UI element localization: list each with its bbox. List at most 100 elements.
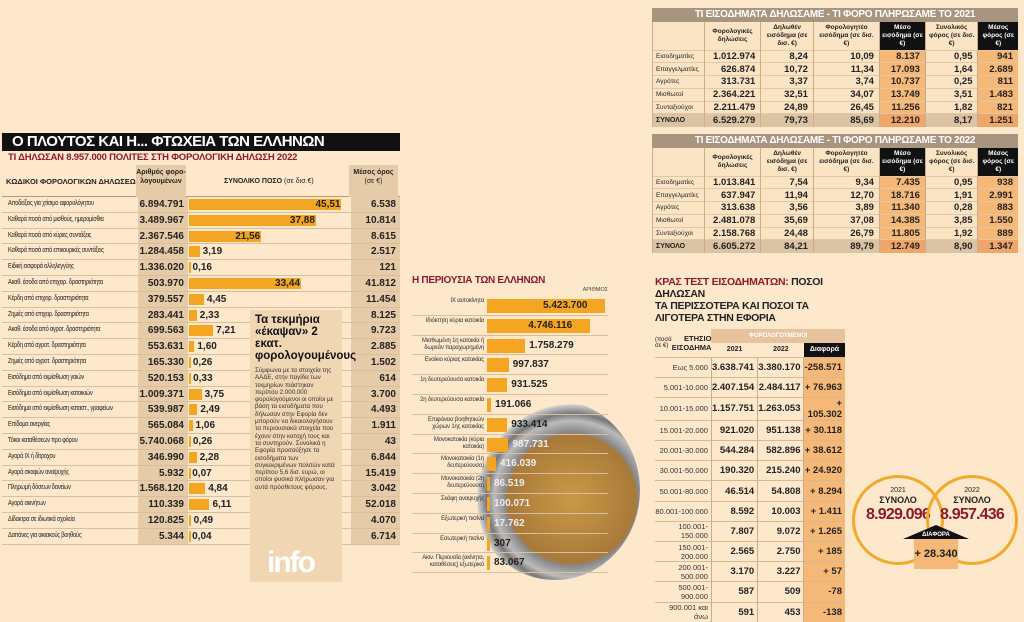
- tax-cell: 8.137: [878, 49, 926, 63]
- tax-col-header: [652, 22, 705, 50]
- tax-cell: 12.749: [878, 239, 926, 253]
- tax-cell: 2.364.221: [703, 87, 761, 102]
- row-total: 7,21: [216, 325, 236, 337]
- tax-cell: 6.605.272: [703, 239, 761, 253]
- crash-2022: 2.484.117: [757, 376, 804, 398]
- row-count: 5.740.068: [138, 433, 188, 449]
- row-avg: 4.070: [351, 512, 400, 528]
- main-title: Ο ΠΛΟΥΤΟΣ ΚΑΙ Η... ΦΤΩΧΕΙΑ ΤΩΝ ΕΛΛΗΝΩΝ: [2, 133, 400, 151]
- row-count: 520.153: [138, 370, 188, 386]
- crash-diff: + 1.411: [803, 500, 845, 522]
- crash-income: 10.001-15.000: [655, 396, 712, 421]
- tax-cell: 24,48: [760, 226, 814, 240]
- table-row: Αποδείξεις για χτίσιμο αφορολόγητου 6.894…: [2, 197, 400, 213]
- property-row: 1η δευτερεύουσα κατοικία 931.525: [412, 375, 608, 395]
- table-row: Καθαρά ποσά από επικουρικές συντάξεις 1.2…: [2, 244, 400, 261]
- row-avg: 9.723: [351, 323, 400, 339]
- row-total: 2,49: [200, 404, 220, 416]
- sidebar-article: Τα τεκμήρια «έκαψαν» 2 εκατ. φορολογουμέ…: [250, 310, 356, 582]
- row-label: Ζημιές από επιχειρ. δραστηριότητα: [8, 310, 89, 318]
- tax-cell: 37,08: [812, 213, 880, 228]
- tax-row: ΣΥΝΟΛΟ 6.605.272 84,21 89,79 12.749 8,90 1.347: [652, 239, 1018, 253]
- tax-cell: Μισθωτοί: [652, 213, 705, 228]
- crash-income: 50.001-80.000: [655, 480, 712, 502]
- tax-cell: 1.347: [977, 239, 1018, 253]
- crash-2022: 951.138: [757, 419, 804, 441]
- row-label: Τόκοι καταθέσεων προ φόρου: [8, 436, 78, 444]
- header-avg: Μέσος όρος (σε €): [349, 165, 398, 197]
- property-value: 307: [494, 537, 511, 549]
- crash-2021: 587: [710, 581, 758, 603]
- tax-table-2021-title: ΤΙ ΕΙΣΟΔΗΜΑΤΑ ΔΗΛΩΣΑΜΕ - ΤΙ ΦΟΡΟ ΠΛΗΡΩΣΑ…: [652, 8, 1018, 22]
- row-count: 120.825: [138, 512, 188, 528]
- tax-cell: 11.340: [878, 201, 926, 215]
- subtitle: ΤΙ ΔΗΛΩΣΑΝ 8.957.000 ΠΟΛΙΤΕΣ ΣΤΗ ΦΟΡΟΛΟΓ…: [8, 152, 298, 163]
- property-row: Ενοίκιο κύριας κατοικίας 997.837: [412, 355, 608, 376]
- tax-cell: 883: [977, 201, 1018, 215]
- tax-col-header: Φορολογικές δηλώσεις: [703, 148, 761, 176]
- tax-cell: 1.012.974: [703, 49, 761, 63]
- row-bar: [189, 530, 191, 542]
- tax-cell: 18.716: [878, 188, 926, 202]
- crash-2021: 1.157.751: [710, 396, 758, 421]
- tax-cell: 941: [977, 49, 1018, 63]
- table-header: ΚΩΔΙΚΟΙ ΦΟΡΟΛΟΓΙΚΩΝ ΔΗΛΩΣΕΩΝ Αριθμός φορ…: [2, 165, 400, 197]
- tax-row: Μισθωτοί 2.364.221 32,51 34,07 13.749 3,51 1.4…: [652, 87, 1018, 102]
- tax-cell: 34,07: [812, 87, 880, 102]
- row-count: 110.339: [138, 497, 188, 512]
- crash-row: 30.001-50.000 190.320 215.240 + 24.920: [655, 460, 845, 481]
- table-row: Δαπάνες για οικιακούς βοηθούς 5.344 0,04 6.…: [2, 528, 400, 545]
- crash-row: 80.001-100.000 8.592 10.003 + 1.411: [655, 500, 845, 522]
- row-total: 2,28: [199, 451, 220, 463]
- row-bar: [189, 420, 193, 432]
- property-row: Ακιν. Περιουσία (ακίνητα, καταθέσεις) εξ…: [412, 553, 608, 574]
- row-count: 5.344: [138, 528, 188, 544]
- crash-row: 20.001-30.000 544.284 582.896 + 38.612: [655, 440, 845, 461]
- tax-cell: 0,95: [924, 49, 978, 63]
- property-row: Επιφάνεια βοηθητικών χώρων 1ης κατοικίας…: [412, 415, 608, 435]
- row-avg: 6.844: [351, 449, 400, 465]
- row-bar: [189, 309, 197, 321]
- tax-cell: 85,69: [812, 113, 880, 127]
- property-bars: ΙΧ αυτοκίνητα 5.423.700 Ιδιόκτητη κύρια κα…: [412, 296, 608, 574]
- circle-2021-year: 2021: [890, 487, 906, 494]
- property-bar: [487, 477, 490, 492]
- row-bar: [189, 514, 191, 526]
- crash-row: 50.001-80.000 46.514 54.808 + 8.294: [655, 480, 845, 502]
- tax-cell: Επαγγελματίες: [652, 62, 705, 76]
- property-bar: [487, 496, 490, 511]
- row-count: 699.563: [138, 323, 188, 339]
- tax-cell: 8,90: [924, 239, 978, 253]
- row-bar: [189, 404, 198, 416]
- tax-cell: Αγρότες: [652, 75, 705, 89]
- tax-cell: 3,74: [812, 75, 880, 89]
- crash-2021: 190.320: [710, 460, 758, 481]
- property-label: Μονοκατοικία (κύρια κατοικία): [433, 436, 484, 450]
- tax-cell: 626.874: [703, 62, 761, 76]
- tax-cell: 11,34: [812, 62, 880, 76]
- table-row: Ακαθ. έσοδα από αγροτ. δραστηριότητα 699.…: [2, 323, 400, 340]
- tax-cell: 11,94: [760, 188, 814, 202]
- up-arrow-icon: [903, 525, 969, 539]
- crash-2022: 2.750: [757, 540, 804, 562]
- row-total: 4,45: [206, 293, 227, 305]
- property-value: 997.837: [512, 359, 549, 371]
- tax-cell: 35,69: [760, 213, 814, 228]
- tax-row: Εισοδηματίες 1.013.841 7,54 9,34 7.435 0,95 93…: [652, 175, 1018, 189]
- tax-cell: 7.435: [878, 175, 926, 189]
- crash-diff: + 76.963: [803, 376, 845, 398]
- table-row: Εισόδημα από εκμίσθωση γαιών 520.153 0,33 6…: [2, 370, 400, 387]
- property-value: 17.762: [494, 517, 525, 529]
- row-count: 5.932: [138, 465, 188, 481]
- property-value: 931.525: [511, 379, 548, 391]
- property-bar: [487, 457, 497, 472]
- tax-row: Εισοδηματίες 1.012.974 8,24 10,09 8.137 0,95 9…: [652, 49, 1018, 63]
- tax-col-header: Μέσος φόρος (σε €): [977, 22, 1018, 50]
- row-count: 1.568.120: [138, 481, 188, 497]
- row-label: Πληρωμή δόσεων δανείων: [8, 484, 71, 492]
- crash-2022: 582.896: [757, 440, 804, 461]
- crash-income: 80.001-100.000: [655, 500, 712, 522]
- row-count: 379.557: [138, 291, 188, 307]
- tax-cell: 9,34: [812, 175, 880, 189]
- crash-row: 200.001-500.000 3.170 3.227 + 57: [655, 561, 845, 582]
